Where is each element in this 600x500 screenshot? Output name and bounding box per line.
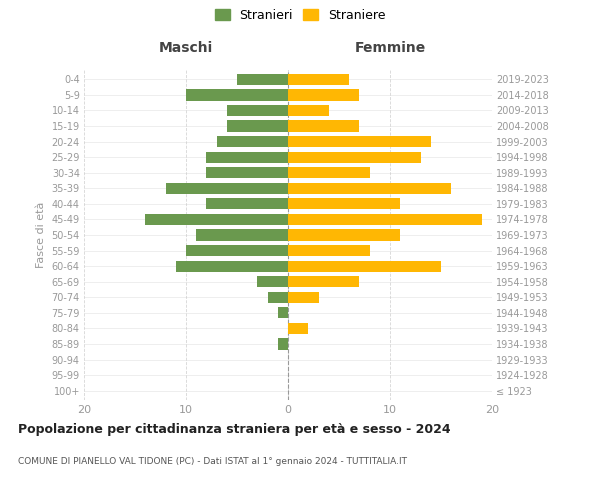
Bar — [288, 74, 349, 85]
Bar — [166, 182, 288, 194]
Bar — [176, 260, 288, 272]
Bar — [278, 307, 288, 318]
Bar — [227, 105, 288, 116]
Bar — [288, 136, 431, 147]
Bar — [288, 152, 421, 163]
Bar — [206, 198, 288, 209]
Bar — [288, 245, 370, 256]
Bar — [288, 105, 329, 116]
Bar — [186, 245, 288, 256]
Bar — [257, 276, 288, 287]
Bar — [288, 323, 308, 334]
Bar — [288, 182, 451, 194]
Bar — [278, 338, 288, 349]
Bar — [288, 198, 400, 209]
Text: Femmine: Femmine — [355, 41, 425, 55]
Bar — [196, 230, 288, 240]
Text: Maschi: Maschi — [159, 41, 213, 55]
Text: COMUNE DI PIANELLO VAL TIDONE (PC) - Dati ISTAT al 1° gennaio 2024 - TUTTITALIA.: COMUNE DI PIANELLO VAL TIDONE (PC) - Dat… — [18, 458, 407, 466]
Bar — [268, 292, 288, 303]
Bar — [217, 136, 288, 147]
Bar — [288, 260, 441, 272]
Bar — [288, 120, 359, 132]
Bar — [237, 74, 288, 85]
Bar — [227, 120, 288, 132]
Bar — [288, 292, 319, 303]
Bar — [206, 152, 288, 163]
Y-axis label: Fasce di età: Fasce di età — [36, 202, 46, 268]
Bar — [288, 276, 359, 287]
Bar — [206, 167, 288, 178]
Bar — [186, 90, 288, 101]
Bar — [288, 214, 482, 225]
Bar — [288, 230, 400, 240]
Bar — [288, 167, 370, 178]
Text: Popolazione per cittadinanza straniera per età e sesso - 2024: Popolazione per cittadinanza straniera p… — [18, 422, 451, 436]
Bar — [145, 214, 288, 225]
Bar — [288, 90, 359, 101]
Legend: Stranieri, Straniere: Stranieri, Straniere — [212, 6, 388, 24]
